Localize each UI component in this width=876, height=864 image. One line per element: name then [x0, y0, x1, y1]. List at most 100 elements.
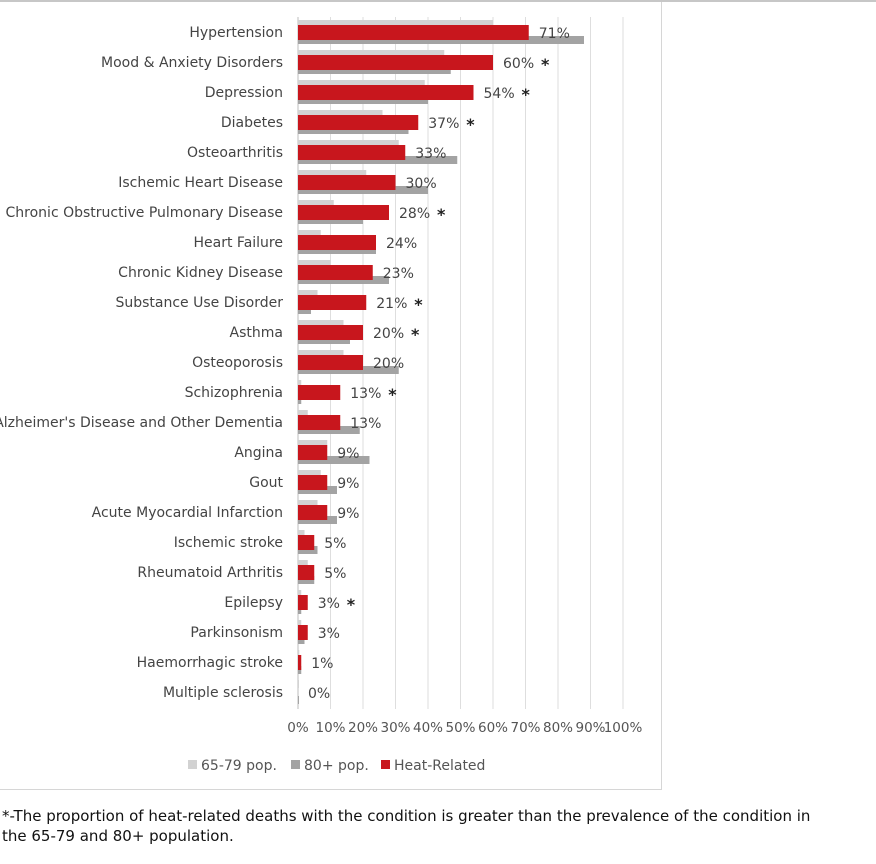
category-label: Substance Use Disorder [115, 295, 283, 311]
legend-swatch [291, 760, 300, 769]
bar-heat-related [298, 145, 406, 160]
category-label: Ischemic stroke [174, 535, 283, 551]
category-label: Ischemic Heart Disease [118, 175, 283, 191]
bar-65-79 [298, 410, 308, 418]
data-label: 9% [337, 476, 359, 492]
legend-label: 80+ pop. [304, 758, 369, 774]
data-label: 0% [308, 686, 330, 702]
category-label: Haemorrhagic stroke [137, 655, 283, 671]
x-tick-label: 80% [543, 720, 573, 736]
bar-heat-related [298, 415, 341, 430]
bar-65-79 [298, 650, 300, 658]
significance-asterisk: * [411, 325, 420, 344]
bar-heat-related [298, 505, 328, 520]
category-label: Alzheimer's Disease and Other Dementia [0, 415, 283, 431]
bar-heat-related [298, 355, 363, 370]
data-label: 71% [539, 26, 570, 42]
data-label: 54% [484, 86, 515, 102]
bar-65-79 [298, 530, 305, 538]
bar-heat-related [298, 25, 529, 40]
bar-heat-related [298, 85, 474, 100]
data-label: 20% [373, 356, 404, 372]
bar-65-79 [298, 620, 302, 628]
significance-asterisk: * [414, 295, 423, 314]
category-label: Diabetes [221, 115, 283, 131]
data-label: 13% [350, 416, 381, 432]
x-tick-label: 50% [445, 720, 475, 736]
bar-65-79 [298, 110, 383, 118]
bar-65-79 [298, 140, 399, 148]
bar-65-79 [298, 320, 344, 328]
data-label: 33% [415, 146, 446, 162]
category-label: Parkinsonism [190, 625, 283, 641]
x-tick-label: 0% [287, 720, 309, 736]
category-label: Epilepsy [224, 595, 283, 611]
bar-80-plus [298, 456, 370, 464]
category-label: Osteoarthritis [187, 145, 283, 161]
bar-heat-related [298, 385, 341, 400]
significance-asterisk: * [466, 115, 475, 134]
data-label: 9% [337, 446, 359, 462]
bar-heat-related [298, 175, 396, 190]
bar-65-79 [298, 500, 318, 508]
chart-frame [0, 2, 662, 790]
legend-label: 65-79 pop. [201, 758, 277, 774]
significance-asterisk: * [522, 85, 531, 104]
x-tick-label: 30% [380, 720, 410, 736]
bar-heat-related [298, 235, 376, 250]
legend-label: Heat-Related [394, 758, 485, 774]
bar-heat-related [298, 325, 363, 340]
bar-heat-related [298, 295, 367, 310]
bar-65-79 [298, 20, 493, 28]
bar-chart: 0% 10% 20% 30% 40% 50% 60% 70% 80% 90%100%Hyperte… [0, 17, 642, 774]
category-label: Schizophrenia [185, 385, 283, 401]
category-label: Hypertension [189, 25, 283, 41]
bar-65-79 [298, 230, 321, 238]
bar-65-79 [298, 260, 331, 268]
category-label: Asthma [230, 325, 283, 341]
bar-65-79 [298, 560, 308, 568]
bar-heat-related [298, 55, 493, 70]
bar-65-79 [298, 170, 367, 178]
data-label: 3% [318, 626, 340, 642]
category-label: Multiple sclerosis [163, 685, 283, 701]
bar-65-79 [298, 380, 302, 388]
category-label: Mood & Anxiety Disorders [101, 55, 283, 71]
category-label: Rheumatoid Arthritis [137, 565, 283, 581]
data-label: 1% [311, 656, 333, 672]
bar-65-79 [298, 680, 299, 688]
significance-asterisk: * [347, 595, 356, 614]
bar-65-79 [298, 80, 425, 88]
data-label: 30% [406, 176, 437, 192]
bar-65-79 [298, 350, 344, 358]
data-label: 21% [376, 296, 407, 312]
bar-65-79 [298, 290, 318, 298]
category-label: Chronic Obstructive Pulmonary Disease [6, 205, 283, 221]
data-label: 13% [350, 386, 381, 402]
data-label: 9% [337, 506, 359, 522]
x-tick-label: 90% [575, 720, 605, 736]
significance-asterisk: * [437, 205, 446, 224]
bar-heat-related [298, 625, 308, 640]
data-label: 28% [399, 206, 430, 222]
data-label: 23% [383, 266, 414, 282]
bar-heat-related [298, 655, 302, 670]
category-label: Angina [234, 445, 283, 461]
category-label: Gout [249, 475, 283, 491]
bar-65-79 [298, 50, 445, 58]
category-label: Osteoporosis [192, 355, 283, 371]
category-label: Chronic Kidney Disease [118, 265, 283, 281]
data-label: 5% [324, 566, 346, 582]
data-label: 60% [503, 56, 534, 72]
bar-65-79 [298, 470, 321, 478]
category-label: Heart Failure [194, 235, 283, 251]
x-tick-label: 70% [510, 720, 540, 736]
significance-asterisk: * [388, 385, 397, 404]
bar-65-79 [298, 200, 334, 208]
bar-heat-related [298, 565, 315, 580]
bar-heat-related [298, 475, 328, 490]
bar-65-79 [298, 440, 328, 448]
data-label: 3% [318, 596, 340, 612]
bar-heat-related [298, 445, 328, 460]
bar-65-79 [298, 590, 302, 598]
